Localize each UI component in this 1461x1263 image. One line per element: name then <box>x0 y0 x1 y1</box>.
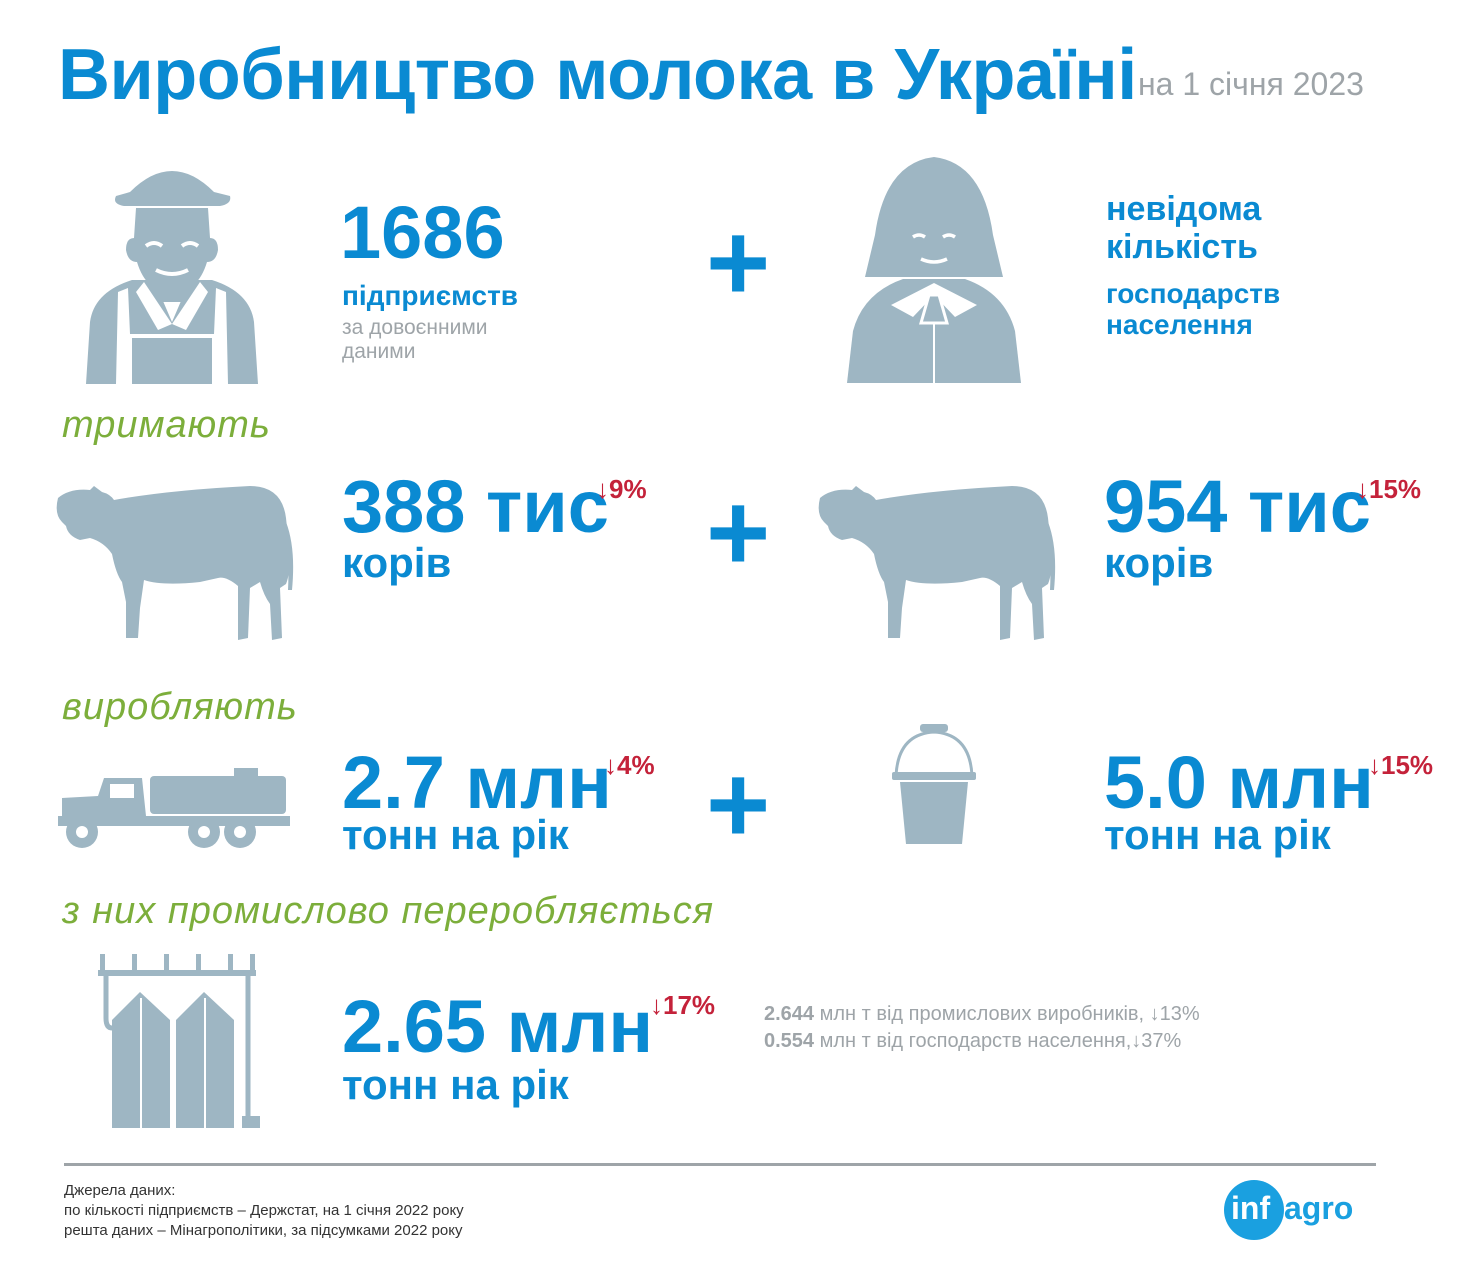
household-cows-change: ↓15% <box>1356 474 1422 504</box>
page-subtitle: на 1 січня 2023 <box>1138 66 1364 102</box>
enterprise-milk-change: ↓4% <box>604 750 655 780</box>
breakdown-households: 0.554 млн т від господарств населення,↓3… <box>764 1030 1181 1053</box>
enterprise-milk-value: 2.7 млн <box>342 741 612 824</box>
households-line-4: населення <box>1106 309 1253 340</box>
footer-divider <box>64 1163 1376 1166</box>
enterprises-note-1: за довоєнними <box>342 316 488 339</box>
plus-sign: + <box>706 743 771 866</box>
milk-plant-icon <box>98 954 260 1128</box>
milk-truck-icon <box>58 768 290 848</box>
cow-icon <box>56 486 294 640</box>
household-milk-unit: тонн на рік <box>1104 811 1331 858</box>
processed-milk-change: ↓17% <box>650 990 716 1020</box>
farmer-icon <box>86 171 258 384</box>
households-line-3: господарств <box>1106 278 1281 309</box>
sources-heading: Джерела даних: <box>64 1182 176 1199</box>
household-milk-value: 5.0 млн <box>1104 741 1374 824</box>
breakdown-households-text: млн т від господарств населення,↓37% <box>814 1030 1182 1052</box>
logo-text-agro: agro <box>1284 1190 1354 1226</box>
page-title: Виробництво молока в Україні <box>58 35 1137 115</box>
enterprise-cows-value: 388 тис <box>342 465 609 548</box>
infagro-logo[interactable]: inf agro <box>1224 1180 1384 1240</box>
enterprise-cows-unit: корів <box>342 539 452 586</box>
breakdown-households-value: 0.554 <box>764 1030 815 1052</box>
section-produce: виробляють <box>62 686 298 728</box>
enterprises-note-2: даними <box>342 340 416 363</box>
plus-sign: + <box>706 201 771 324</box>
logo-circle-icon <box>1224 1180 1284 1240</box>
breakdown-industrial-value: 2.644 <box>764 1003 815 1025</box>
sources-line-2: решта даних – Мінагрополітики, за підсум… <box>64 1222 463 1239</box>
milk-bucket-icon <box>892 724 976 844</box>
plus-sign: + <box>706 471 771 594</box>
enterprises-label: підприємств <box>342 280 518 311</box>
section-keep: тримають <box>62 404 271 446</box>
enterprise-cows-change: ↓9% <box>596 474 647 504</box>
breakdown-industrial-text: млн т від промислових виробників, ↓13% <box>814 1003 1200 1025</box>
cow-icon <box>818 486 1056 640</box>
enterprise-milk-unit: тонн на рік <box>342 811 569 858</box>
section-processed: з них промислово переробляється <box>62 890 715 932</box>
household-cows-value: 954 тис <box>1104 465 1371 548</box>
enterprises-count: 1686 <box>340 191 505 274</box>
breakdown-industrial: 2.644 млн т від промислових виробників, … <box>764 1003 1200 1026</box>
peasant-woman-icon <box>847 157 1021 383</box>
households-line-1: невідома <box>1106 190 1262 228</box>
household-cows-unit: корів <box>1104 539 1214 586</box>
processed-milk-value: 2.65 млн <box>342 985 654 1068</box>
processed-milk-unit: тонн на рік <box>342 1061 569 1108</box>
household-milk-change: ↓15% <box>1368 750 1434 780</box>
logo-text-inf: inf <box>1231 1190 1271 1226</box>
sources-line-1: по кількості підприємств – Держстат, на … <box>64 1202 464 1219</box>
households-line-2: кількість <box>1106 228 1258 266</box>
